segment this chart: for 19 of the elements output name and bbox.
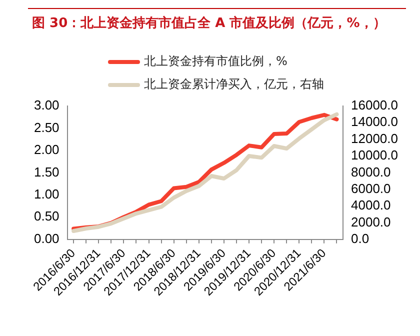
legend-label: 北上资金累计净买入，亿元，右轴 [144, 76, 324, 93]
y2-tick-label: 6000.0 [351, 180, 391, 196]
y-tick-label: 3.00 [34, 98, 60, 113]
y-tick-label: 1.00 [34, 186, 60, 202]
y-tick-label: 1.50 [34, 164, 60, 180]
y2-tick-label: 16000.0 [351, 98, 398, 113]
y2-tick-label: 2000.0 [351, 214, 391, 230]
y-tick-label: 0.00 [34, 230, 60, 246]
y-tick-label: 2.50 [34, 120, 60, 135]
y2-tick-label: 12000.0 [351, 130, 398, 146]
chart-title: 图 30：北上资金持有市值占全 A 市值及比例（亿元，%，） [32, 14, 386, 32]
y2-tick-label: 0.0 [351, 230, 370, 246]
y2-tick-label: 14000.0 [351, 114, 398, 130]
y2-tick-label: 8000.0 [351, 164, 391, 180]
y2-tick-label: 10000.0 [351, 148, 398, 163]
y-tick-label: 0.50 [34, 208, 60, 224]
y-tick-label: 2.00 [34, 142, 60, 158]
y2-tick-label: 4000.0 [351, 198, 391, 213]
legend-label: 北上资金持有市值比例，% [144, 53, 288, 70]
